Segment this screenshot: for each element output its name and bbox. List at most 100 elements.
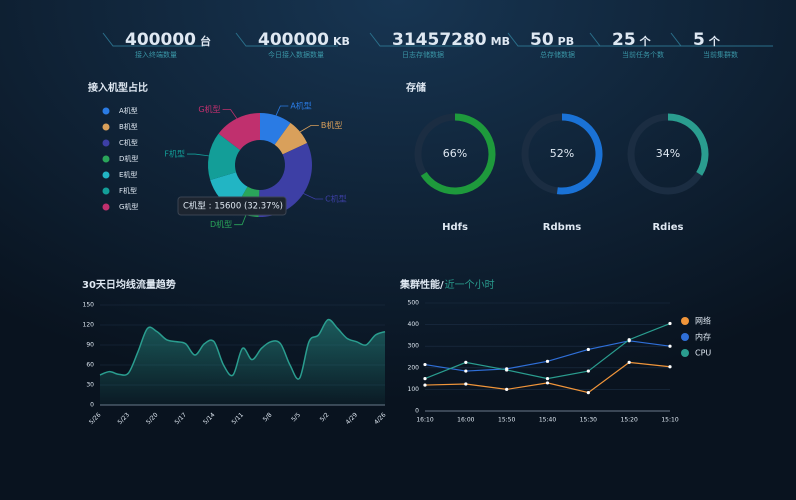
area-line — [99, 318, 386, 380]
pie-label: C机型 — [325, 194, 347, 204]
y-tick-label: 90 — [86, 342, 94, 349]
panel-title: 30天日均线流量趋势 — [82, 278, 176, 291]
kpi-value: 400000 — [258, 30, 329, 50]
pie-label: F机型 — [164, 149, 185, 159]
legend-swatch — [102, 123, 110, 131]
series-point — [423, 362, 427, 367]
kpi-label: 日志存储数据 — [402, 50, 444, 59]
gauge-arc — [420, 113, 496, 195]
series-point — [627, 360, 631, 364]
panel-title: 存储 — [406, 81, 426, 94]
gauge-name: Hdfs — [442, 222, 468, 233]
kpi-unit: PB — [558, 35, 574, 48]
kpi-decoration — [589, 32, 692, 47]
gauge-name: Rdbms — [543, 222, 581, 233]
kpi-decoration — [507, 32, 610, 47]
legend-swatch — [681, 333, 689, 341]
pie-leader — [303, 193, 324, 200]
kpi-unit: 个 — [639, 34, 652, 48]
kpi-value: 400000 — [125, 30, 196, 50]
legend-swatch — [681, 317, 689, 325]
series-point — [464, 369, 468, 373]
series-point — [668, 344, 672, 348]
x-tick-label: 15:10 — [661, 417, 678, 424]
gauge-value: 66% — [443, 147, 467, 160]
pie-leader — [234, 214, 247, 226]
legend-swatch — [102, 187, 110, 195]
series-point — [586, 391, 590, 395]
pie-label: G机型 — [198, 104, 220, 114]
kpi-label: 当前任务个数 — [622, 50, 664, 59]
y-tick-label: 60 — [86, 362, 94, 369]
y-tick-label: 300 — [408, 343, 420, 350]
pie-slice — [218, 113, 260, 150]
kpi-label: 总存储数据 — [540, 50, 575, 59]
gauge-value: 52% — [550, 147, 574, 160]
series-point — [464, 382, 468, 386]
series-point — [464, 360, 468, 364]
kpi-decoration — [235, 32, 338, 47]
series-point — [668, 321, 672, 326]
series-point — [423, 377, 427, 381]
series-point — [545, 359, 550, 363]
y-tick-label: 0 — [415, 408, 419, 415]
x-tick-label: 5/5 — [290, 411, 302, 423]
tooltip-box — [177, 196, 287, 216]
legend-swatch — [102, 155, 110, 163]
kpi-value: 5 — [693, 30, 705, 50]
series-point — [586, 369, 590, 373]
kpi-unit: 个 — [708, 34, 721, 48]
y-tick-label: 200 — [408, 364, 420, 371]
legend-label: CPU — [695, 349, 711, 358]
tooltip: C机型 : 15600 (32.37%) — [183, 201, 283, 212]
x-tick-label: 15:40 — [539, 417, 556, 424]
kpi-value: 25 — [612, 30, 636, 50]
legend-label: E机型 — [119, 170, 137, 179]
legend-label: B机型 — [119, 122, 138, 131]
pie-label: A机型 — [290, 101, 311, 111]
series-point — [505, 387, 509, 391]
pie-slice — [208, 133, 241, 180]
kpi-label: 接入终端数量 — [135, 50, 177, 59]
y-tick-label: 120 — [83, 322, 95, 329]
y-tick-label: 150 — [83, 302, 95, 309]
pie-leader — [222, 109, 238, 119]
kpi-label: 当前集群数 — [703, 50, 738, 59]
area-fill — [100, 319, 385, 405]
kpi-decoration — [670, 32, 773, 47]
y-tick-label: 0 — [90, 402, 94, 409]
x-tick-label: 16:10 — [416, 417, 433, 424]
series-point — [627, 338, 631, 342]
x-tick-label: 5/8 — [262, 411, 274, 423]
gauge-name: Rdies — [652, 222, 683, 233]
x-tick-label: 15:20 — [621, 417, 638, 424]
legend-label: C机型 — [119, 138, 138, 147]
series-point — [545, 377, 550, 381]
series-point — [423, 383, 427, 387]
legend-label: F机型 — [119, 186, 137, 195]
gauge-arc — [667, 113, 709, 176]
x-tick-label: 15:30 — [580, 417, 597, 424]
panel-title: 集群性能/ — [399, 278, 444, 291]
legend-swatch — [102, 171, 110, 179]
legend-swatch — [681, 349, 689, 357]
kpi-value: 50 — [530, 30, 554, 50]
legend-label: 网络 — [695, 316, 711, 326]
kpi-value: 31457280 — [392, 30, 487, 50]
pie-label: B机型 — [321, 120, 343, 130]
pie-leader — [275, 105, 289, 116]
y-tick-label: 400 — [408, 321, 420, 328]
legend-swatch — [102, 139, 110, 147]
pie-label: D机型 — [210, 219, 232, 229]
legend-swatch — [102, 107, 110, 115]
legend-label: G机型 — [119, 202, 138, 211]
pie-leader — [299, 125, 319, 133]
panel-subtitle: 近一个小时 — [445, 278, 495, 291]
legend-label: D机型 — [119, 154, 138, 163]
legend-swatch — [102, 203, 110, 211]
series-point — [505, 368, 509, 372]
y-tick-label: 500 — [408, 300, 420, 307]
